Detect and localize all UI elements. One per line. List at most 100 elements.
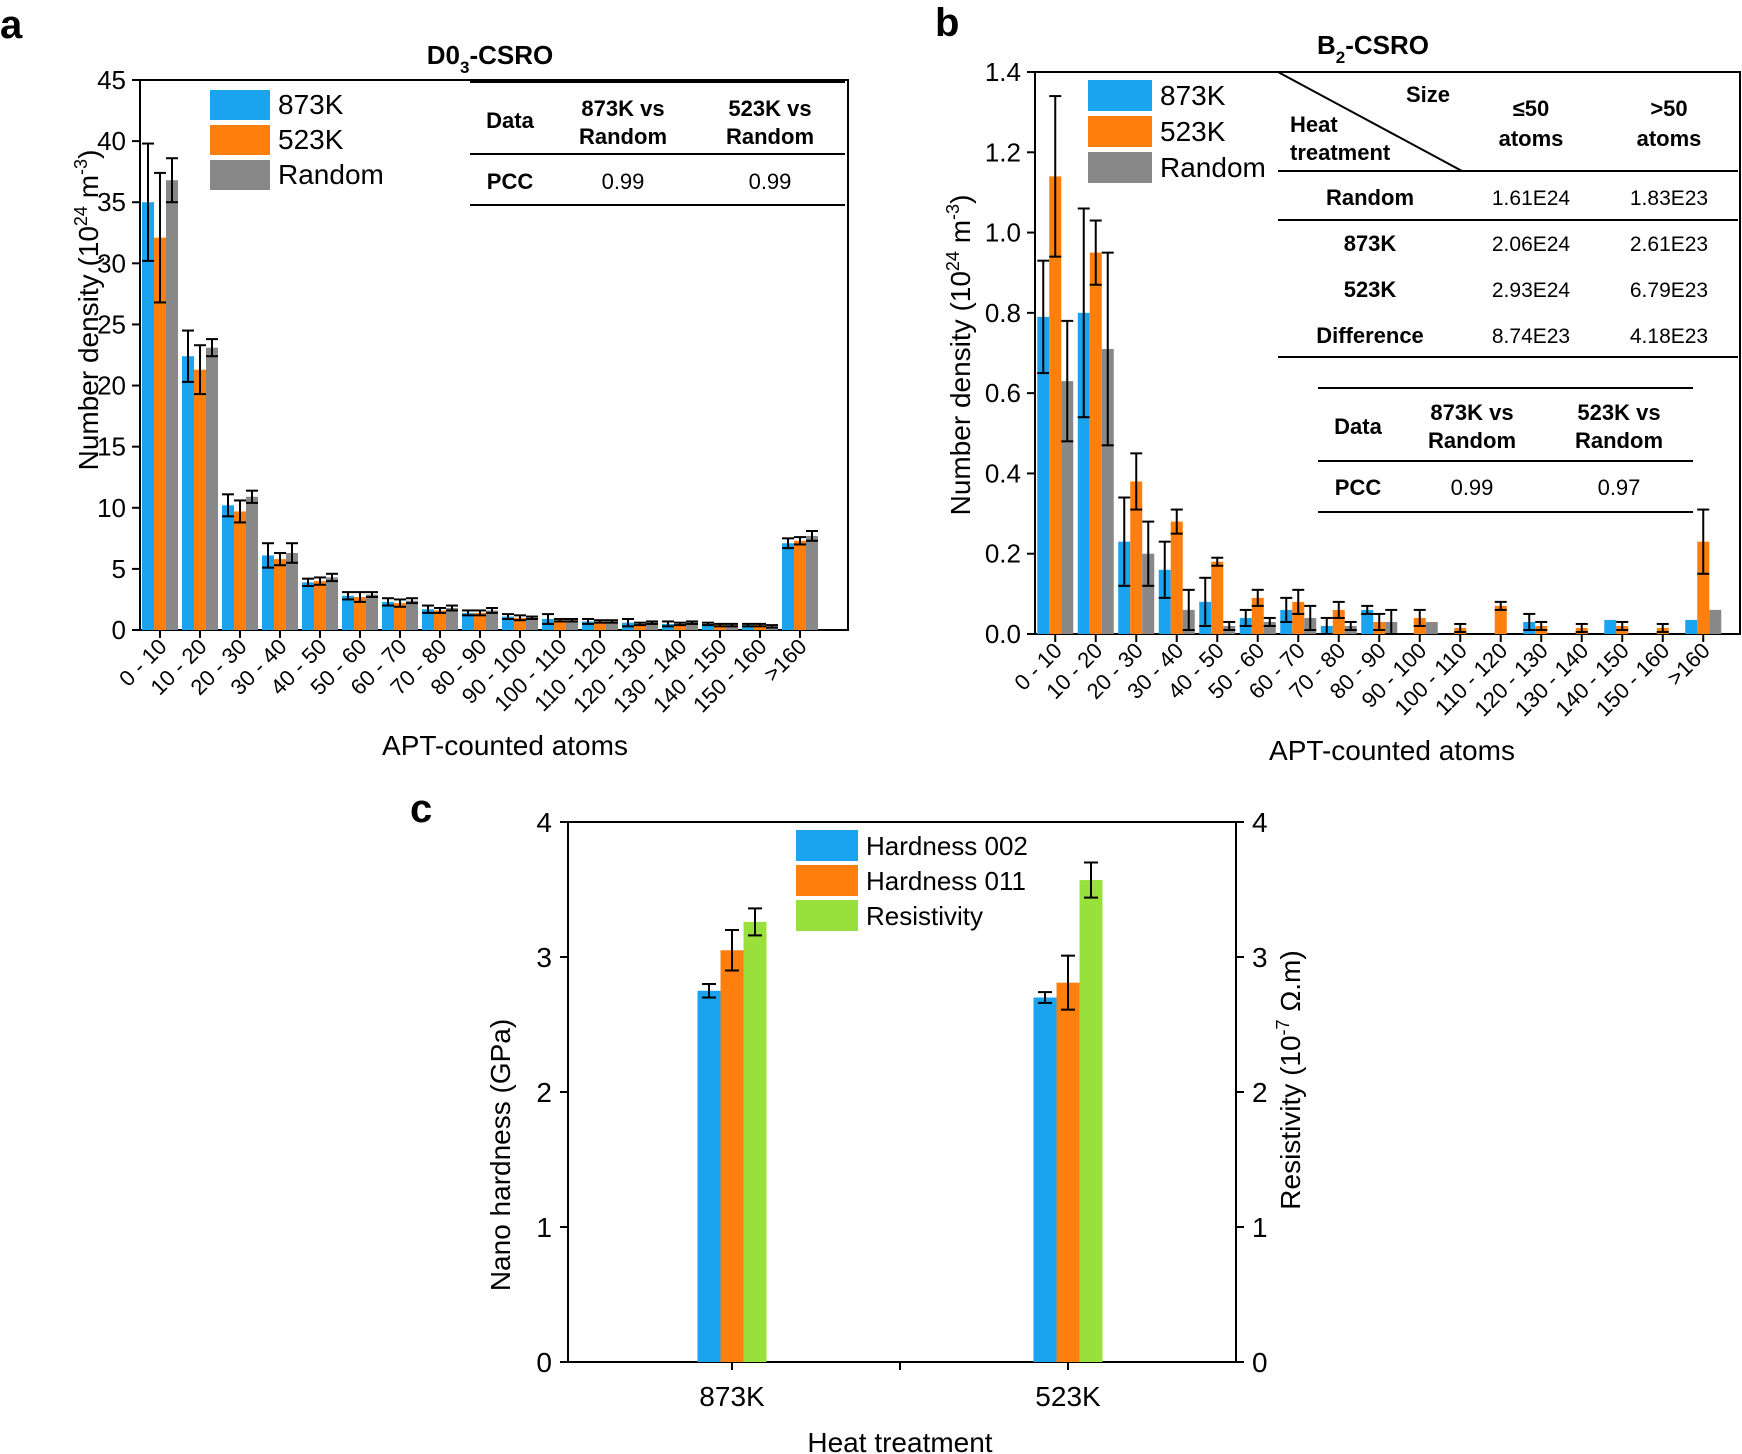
y-tick-label-right: 4 xyxy=(1252,807,1268,838)
table-corner-treatment: treatment xyxy=(1290,140,1391,165)
bar-523k xyxy=(234,511,246,630)
bar-random xyxy=(686,622,698,630)
panel-a-xlabel: APT-counted atoms xyxy=(382,730,628,761)
panel-a: a D03-CSRO Number density (1024 m-3) APT… xyxy=(0,3,849,761)
panel-b-xlabel: APT-counted atoms xyxy=(1269,735,1515,766)
y-tick-label-right: 3 xyxy=(1252,942,1268,973)
x-tick-label: >160 xyxy=(759,634,812,687)
table-cell: 0.97 xyxy=(1598,475,1641,500)
legend-label: Resistivity xyxy=(866,901,983,931)
bar-hardness-011 xyxy=(1056,982,1080,1362)
panel-a-pcc-table: Data 873K vs Random 523K vs Random PCC 0.9… xyxy=(470,81,845,206)
bar-523k xyxy=(714,625,726,630)
bar-random xyxy=(366,594,378,630)
bar-523k xyxy=(1049,176,1062,634)
bar-523k xyxy=(1494,605,1507,634)
y-tick-label: 0.6 xyxy=(985,378,1021,408)
y-tick-label-left: 0 xyxy=(536,1347,552,1378)
panel-b-title: B2-CSRO xyxy=(1317,30,1429,67)
y-tick-label-right: 1 xyxy=(1252,1212,1268,1243)
y-tick-label-left: 2 xyxy=(536,1077,552,1108)
bar-873k xyxy=(1685,619,1698,634)
bar-random xyxy=(726,625,738,630)
table-cell: 2.61E23 xyxy=(1630,233,1708,256)
panel-a-ylabel: Number density (1024 m-3) xyxy=(71,150,104,471)
bar-random xyxy=(526,617,538,630)
table-cell: 4.18E23 xyxy=(1630,325,1708,348)
table-rows: Random 1.61E24 1.83E23 873K 2.06E24 2.61E23 52… xyxy=(1316,185,1708,348)
y-tick-label-right: 2 xyxy=(1252,1077,1268,1108)
table-cell: 0.99 xyxy=(602,169,645,194)
bar-random xyxy=(446,608,458,630)
table-cell: 6.79E23 xyxy=(1630,279,1708,302)
y-tick-label: 45 xyxy=(97,65,126,95)
bar-523k xyxy=(394,603,406,630)
bar-random xyxy=(206,347,218,630)
y-tick-label: 10 xyxy=(97,493,126,523)
panel-b-pcc-table: Data 873K vs Random 523K vs Random PCC 0.9… xyxy=(1318,387,1693,513)
table-header-523k: 523K vs Random xyxy=(1575,400,1663,453)
bar-873k xyxy=(462,612,474,630)
bar-523k xyxy=(1211,561,1224,634)
bar-random xyxy=(246,496,258,630)
table-header-data: Data xyxy=(486,108,534,133)
bar-873k xyxy=(1361,609,1374,634)
panel-c: c Nano hardness (GPa) Resistivity (10-7 … xyxy=(410,787,1306,1454)
legend-swatch xyxy=(1088,116,1152,147)
y-tick-label: 20 xyxy=(97,371,126,401)
legend-swatch xyxy=(1088,152,1152,183)
bar-873k xyxy=(262,555,274,630)
table-header-873k: 873K vs Random xyxy=(1428,400,1516,453)
bar-random xyxy=(1709,609,1722,634)
y-tick-label: 5 xyxy=(112,554,126,584)
legend-label: Hardness 002 xyxy=(866,831,1028,861)
panel-letter-b: b xyxy=(935,1,959,45)
legend-label: Random xyxy=(1160,152,1266,183)
bar-random xyxy=(326,577,338,630)
bar-873k xyxy=(222,505,234,630)
x-tick-label: 523K xyxy=(1035,1381,1101,1412)
bar-523k xyxy=(1697,541,1710,634)
y-tick-label: 0 xyxy=(112,615,126,645)
table-row-label: 523K xyxy=(1344,277,1397,302)
x-tick-label: >160 xyxy=(1662,638,1715,691)
table-col1-line2: atoms xyxy=(1499,126,1564,151)
bar-523k xyxy=(474,612,486,630)
panel-c-ylabel-right: Resistivity (10-7 Ω.m) xyxy=(1273,950,1306,1209)
table-row-label: 873K xyxy=(1344,231,1397,256)
legend-label: 873K xyxy=(1160,80,1226,111)
y-tick-label-right: 0 xyxy=(1252,1347,1268,1378)
table-cell: 0.99 xyxy=(1451,475,1494,500)
table-row-label: PCC xyxy=(487,169,534,194)
legend-swatch xyxy=(796,830,858,861)
table-cell: 2.93E24 xyxy=(1492,279,1571,302)
bar-523k xyxy=(594,621,606,630)
table-cell: 2.06E24 xyxy=(1492,233,1571,256)
legend-label: 523K xyxy=(278,124,344,155)
panel-b-ylabel: Number density (1024 m-3) xyxy=(943,195,976,516)
x-tick-label: 873K xyxy=(699,1381,765,1412)
bar-random xyxy=(566,620,578,630)
y-tick-label: 25 xyxy=(97,309,126,339)
y-tick-label: 1.0 xyxy=(985,218,1021,248)
bar-873k xyxy=(1158,569,1171,634)
panel-c-xlabel: Heat treatment xyxy=(807,1427,992,1454)
legend-swatch xyxy=(210,125,270,155)
bar-random xyxy=(1101,348,1114,634)
bar-523k xyxy=(354,597,366,630)
panel-a-title: D03-CSRO xyxy=(427,40,554,77)
bar-873k xyxy=(742,625,754,630)
legend-label: 523K xyxy=(1160,116,1226,147)
bar-random xyxy=(406,600,418,630)
table-corner-heat: Heat xyxy=(1290,112,1338,137)
bar-523k xyxy=(274,559,286,630)
y-tick-label: 40 xyxy=(97,126,126,156)
bar-523k xyxy=(554,620,566,630)
bar-523k xyxy=(1251,597,1264,634)
legend-swatch xyxy=(1088,80,1152,111)
panel-b: b B2-CSRO Number density (1024 m-3) APT-… xyxy=(935,1,1741,766)
table-cell: 1.61E24 xyxy=(1492,187,1571,210)
bar-resistivity xyxy=(743,921,767,1362)
table-cell: 1.83E23 xyxy=(1630,187,1708,210)
table-corner-size: Size xyxy=(1406,82,1450,107)
